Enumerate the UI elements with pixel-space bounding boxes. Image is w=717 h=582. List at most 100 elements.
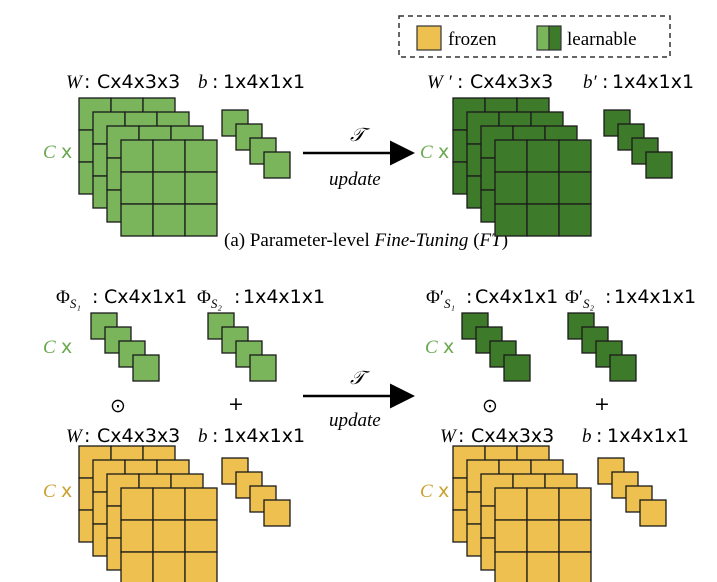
bottom-right-b-tag: b	[582, 426, 592, 447]
bottom-phi1p-tensor-cell	[489, 340, 517, 368]
top-wprime-tensor-cell	[558, 171, 592, 205]
top-wprime-tensor-cell	[494, 203, 528, 237]
top-bprime-shape: 1x4x1x1	[612, 71, 694, 93]
bottom-left-w-shape: Cx4x3x3	[97, 425, 180, 447]
top-wprime-tag: W ′	[427, 72, 453, 93]
bottom-right-w-tensor-cell	[494, 551, 528, 582]
bottom-left-plus: +	[228, 393, 244, 415]
top-right-c-label: C	[420, 142, 433, 163]
top-w-tensor-cell	[184, 203, 218, 237]
bottom-right-w-tensor-cell	[558, 487, 592, 521]
bottom-phi2p-tensor-cell	[609, 354, 637, 382]
top-w-tensor-cell	[152, 171, 186, 205]
bottom-left-w-tensor-cell	[184, 551, 218, 582]
top-b-tensor-cell	[263, 151, 291, 179]
top-wprime-colon: :	[457, 71, 463, 93]
bottom-phi2p-colon: :	[605, 286, 611, 308]
bottom-phi1-tag: ΦS₁	[56, 287, 81, 311]
top-wprime-tensor-cell	[526, 203, 560, 237]
bottom-right-w-tensor-cell	[526, 487, 560, 521]
bottom-right-b-shape: 1x4x1x1	[607, 425, 689, 447]
bottom-phi1p-colon: :	[466, 286, 472, 308]
bottom-left-w-tensor-cell	[120, 551, 154, 582]
bottom-arrow-symbol: 𝒯	[350, 368, 370, 389]
legend-learnable-light-swatch	[536, 25, 550, 51]
top-wprime-tensor-cell	[494, 171, 528, 205]
top-w-shape: Cx4x3x3	[97, 71, 180, 93]
bottom-right-w-tensor-cell	[558, 519, 592, 553]
bottom-left-b-tag: b	[198, 426, 208, 447]
top-bprime-colon: :	[602, 71, 608, 93]
bottom-w-right-x-label: x	[438, 480, 449, 502]
bottom-right-w-tensor-cell	[558, 551, 592, 582]
legend-border	[398, 15, 671, 58]
bottom-phi2-tag: ΦS₂	[197, 287, 222, 311]
bottom-phi1p-tensor-cell	[461, 312, 489, 340]
bottom-phi1-shape: Cx4x1x1	[104, 286, 187, 308]
top-wprime-shape: Cx4x3x3	[470, 71, 553, 93]
bottom-phi1-colon: :	[92, 286, 98, 308]
tensor-blocks	[78, 97, 673, 582]
bottom-left-w-colon: :	[84, 425, 90, 447]
bottom-right-w-tensor-cell	[526, 551, 560, 582]
legend-learnable-label: learnable	[567, 29, 637, 50]
bottom-left-w-tensor-cell	[184, 519, 218, 553]
top-w-tensor-cell	[184, 139, 218, 173]
top-w-tensor-cell	[152, 139, 186, 173]
bottom-phi2-colon: :	[234, 286, 240, 308]
top-wprime-tensor-cell	[526, 171, 560, 205]
top-w-tensor-cell	[152, 203, 186, 237]
bottom-phi2-shape: 1x4x1x1	[243, 286, 325, 308]
top-bprime-tensor-cell	[645, 151, 673, 179]
top-b-tensor-cell	[235, 123, 263, 151]
bottom-left-w-tensor-cell	[152, 487, 186, 521]
legend: frozen learnable	[398, 15, 671, 58]
bottom-left-w-tensor-cell	[184, 487, 218, 521]
caption-a: (a) Parameter-level Fine-Tuning (FT)	[224, 230, 508, 251]
legend-learnable-dark-swatch	[548, 25, 562, 51]
bottom-arrow-text: update	[329, 410, 381, 431]
bottom-phi-right-c-label: C	[425, 337, 438, 358]
bottom-left-w-tensor-cell	[120, 519, 154, 553]
bottom-right-w-shape: Cx4x3x3	[471, 425, 554, 447]
bottom-w-left-c-label: C	[43, 481, 56, 502]
bottom-right-b-colon: :	[596, 425, 602, 447]
top-wprime-tensor-cell	[526, 139, 560, 173]
bottom-right-plus: +	[594, 393, 610, 415]
top-b-tag: b	[198, 72, 208, 93]
bottom-left-w-tag: W	[66, 426, 84, 447]
bottom-left-b-tensor-cell	[263, 499, 291, 527]
top-b-colon: :	[212, 71, 218, 93]
bottom-w-right-c-label: C	[420, 481, 433, 502]
bottom-right-w-tensor-cell	[494, 519, 528, 553]
top-wprime-tensor-cell	[558, 139, 592, 173]
bottom-phi2-tensor-cell	[249, 354, 277, 382]
top-left-x-label: x	[61, 141, 72, 163]
top-arrow-text: update	[329, 169, 381, 190]
top-w-tensor-cell	[120, 171, 154, 205]
legend-frozen-swatch	[416, 25, 442, 51]
bottom-left-odot: ⊙	[110, 395, 126, 417]
bottom-right-odot: ⊙	[482, 395, 498, 417]
bottom-left-w-tensor-cell	[120, 487, 154, 521]
top-w-colon: :	[84, 71, 90, 93]
bottom-phi2p-tag: Φ′S₂	[565, 287, 595, 311]
bottom-phi1-tensor-cell	[132, 354, 160, 382]
top-left-c-label: C	[43, 142, 56, 163]
top-w-tensor-cell	[120, 203, 154, 237]
top-w-tag: W	[66, 72, 84, 93]
top-wprime-tensor-cell	[494, 139, 528, 173]
bottom-left-b-shape: 1x4x1x1	[223, 425, 305, 447]
top-right-x-label: x	[438, 141, 449, 163]
bottom-phi2p-shape: 1x4x1x1	[614, 286, 696, 308]
bottom-right-w-tensor-cell	[494, 487, 528, 521]
bottom-right-w-colon: :	[458, 425, 464, 447]
legend-frozen-label: frozen	[448, 29, 497, 50]
bottom-left-b-colon: :	[212, 425, 218, 447]
bottom-right-w-tensor-cell	[526, 519, 560, 553]
top-b-shape: 1x4x1x1	[223, 71, 305, 93]
bottom-right-w-tag: W	[440, 426, 458, 447]
bottom-phi1p-shape: Cx4x1x1	[475, 286, 558, 308]
top-w-tensor-cell	[184, 171, 218, 205]
